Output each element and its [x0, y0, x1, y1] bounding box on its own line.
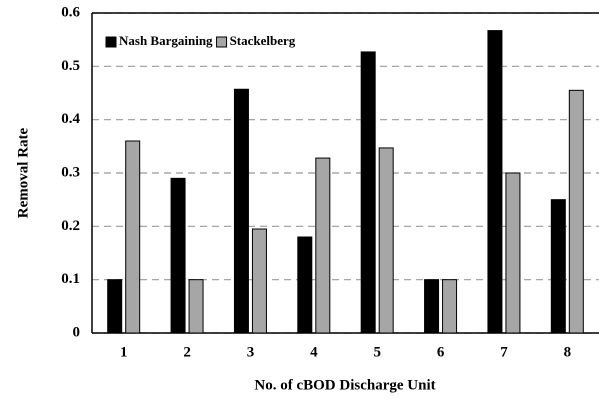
- legend-label: Stackelberg: [230, 33, 296, 48]
- x-tick-label: 6: [437, 344, 445, 360]
- bar: [378, 147, 394, 334]
- x-tick-label: 7: [500, 344, 508, 360]
- bar: [568, 89, 584, 334]
- bar: [442, 279, 458, 334]
- bar: [315, 157, 331, 334]
- y-tick-label: 0.5: [61, 58, 80, 74]
- x-tick-label: 8: [564, 344, 572, 360]
- bar: [233, 88, 249, 334]
- y-tick-label: 0.4: [61, 111, 80, 127]
- x-tick-label: 5: [373, 344, 381, 360]
- x-tick-label: 2: [183, 344, 191, 360]
- y-tick-label: 0.1: [61, 271, 80, 287]
- x-tick-label: 3: [247, 344, 255, 360]
- x-axis-label: No. of cBOD Discharge Unit: [254, 377, 435, 393]
- bar: [297, 236, 313, 334]
- y-tick-label: 0.3: [61, 164, 80, 180]
- legend-swatch: [216, 36, 228, 48]
- x-tick-label: 1: [120, 344, 128, 360]
- bar: [550, 199, 566, 334]
- y-tick-label: 0: [73, 324, 81, 340]
- y-axis-label: Removal Rate: [15, 127, 31, 218]
- y-tick-label: 0.2: [61, 218, 80, 234]
- bar: [170, 177, 186, 334]
- bar: [251, 228, 267, 334]
- bar: [125, 140, 141, 334]
- bar: [505, 172, 521, 334]
- bar: [107, 279, 123, 334]
- legend-swatch: [105, 36, 117, 48]
- x-tick-label: 4: [310, 344, 318, 360]
- bar: [188, 279, 204, 334]
- bar: [487, 30, 503, 334]
- y-tick-label: 0.6: [61, 4, 80, 20]
- bar: [360, 51, 376, 334]
- bar: [424, 279, 440, 334]
- legend-label: Nash Bargaining: [119, 33, 213, 48]
